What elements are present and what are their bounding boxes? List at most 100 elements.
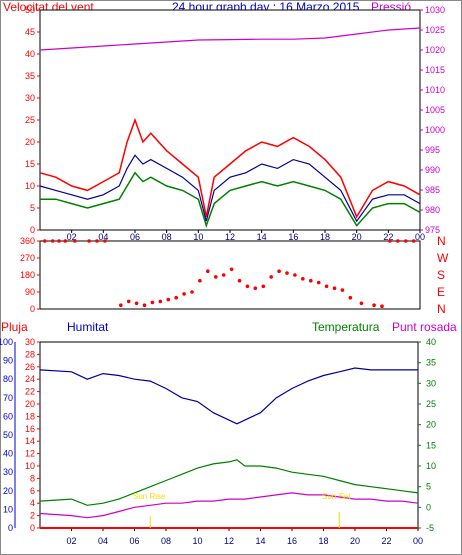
wind-direction-point <box>359 301 364 306</box>
wind-direction-point <box>103 239 107 243</box>
wind-direction-point <box>396 239 400 243</box>
temperature-tick-label: 40 <box>426 337 436 347</box>
time-tick-label: 18 <box>320 232 330 242</box>
compass-label: S <box>437 268 445 282</box>
pressure-tick-label: 980 <box>425 205 440 215</box>
time-tick-label: 18 <box>318 536 328 546</box>
wind-direction-point <box>411 239 416 243</box>
temperature-tick-label: 5 <box>426 482 431 492</box>
time-tick-label: 08 <box>161 536 171 546</box>
wind-direction-point <box>340 288 345 292</box>
time-tick-label: 22 <box>381 536 391 546</box>
humidity-ticks: 0 10 20 30 40 50 60 70 80 90 100 <box>0 337 16 533</box>
dewpoint-line <box>39 492 419 519</box>
compass-label: E <box>437 285 445 299</box>
time-tick-label: 12 <box>225 232 235 242</box>
wind-direction-point <box>57 239 61 243</box>
rain-tick-label: 8 <box>30 473 35 483</box>
compass-label: N <box>437 234 446 248</box>
wind-tick-label: 20 <box>25 137 35 147</box>
compass-label: W <box>437 251 449 265</box>
time-tick-label: 20 <box>350 536 360 546</box>
wind-direction-point <box>309 278 313 283</box>
temperature-tick-label: 25 <box>426 399 436 409</box>
wind-tick-label: 30 <box>25 93 35 103</box>
wind-direction-point <box>198 278 202 283</box>
legend-rain: Pluja <box>1 320 28 334</box>
pressure-tick-label: 975 <box>425 225 440 235</box>
wind-speed-ticks: 0 5 10 15 20 25 30 35 40 45 50 <box>25 5 40 235</box>
pressure-tick-label: 990 <box>425 165 440 175</box>
temperature-line <box>39 459 419 506</box>
pressure-tick-label: 1025 <box>425 25 445 35</box>
wind-tick-label: 35 <box>25 71 35 81</box>
wind-direction-point <box>245 284 250 289</box>
pressure-tick-label: 1005 <box>425 105 445 115</box>
time-tick-label: 02 <box>67 232 77 242</box>
wind-direction-point <box>285 271 289 275</box>
sunset-annotation: Sun Set <box>322 492 351 501</box>
wind-direction-point <box>158 299 163 304</box>
pressure-tick-label: 985 <box>425 185 440 195</box>
rain-tick-label: 28 <box>25 349 35 359</box>
wind-direction-point <box>73 239 77 243</box>
pressure-tick-label: 1000 <box>425 125 445 135</box>
time-tick-label: 20 <box>352 232 362 242</box>
wind-direction-point <box>134 301 139 306</box>
wind-direction-point <box>348 295 353 300</box>
humidity-tick-label: 50 <box>3 430 13 440</box>
wind-pressure-series <box>39 27 421 228</box>
wind-direction-point <box>332 286 337 291</box>
temperature-tick-label: 35 <box>426 358 436 368</box>
rain-tick-label: 12 <box>25 449 35 459</box>
time-tick-label: 14 <box>255 536 265 546</box>
time-tick-label: 06 <box>129 536 139 546</box>
wind-direction-point <box>150 300 155 305</box>
direction-tick-label: 270 <box>20 253 35 263</box>
wind-direction-point <box>380 304 384 309</box>
temperature-tick-label: 20 <box>426 420 436 430</box>
humidity-tick-label: 20 <box>3 486 13 496</box>
rain-tick-label: 10 <box>25 461 35 471</box>
wind-direction-point <box>316 280 321 285</box>
humidity-tick-label: 80 <box>3 374 13 384</box>
time-tick-label: 02 <box>66 536 76 546</box>
wind-direction-point <box>237 278 242 283</box>
wind-direction-point <box>50 239 55 243</box>
sunrise-annotation: Sun Rise <box>133 492 166 501</box>
wind-direction-point <box>166 297 171 302</box>
wind-direction-point <box>324 284 329 289</box>
wind-direction-point <box>142 303 147 308</box>
time-ticks-top: 02 04 06 08 10 12 14 16 18 20 22 00 <box>67 230 425 242</box>
wind-direction-point <box>119 303 123 308</box>
compass-label: N <box>437 302 446 316</box>
time-tick-label: 12 <box>224 536 234 546</box>
wind-direction-point <box>174 295 178 300</box>
legend-dewpoint: Punt rosada <box>392 320 457 334</box>
wind-direction-point <box>277 269 281 274</box>
wind-direction-point <box>87 239 91 243</box>
time-tick-label: 08 <box>162 232 172 242</box>
wind-tick-label: 50 <box>25 5 35 15</box>
humidity-tick-label: 90 <box>3 356 13 366</box>
time-tick-label: 10 <box>193 232 203 242</box>
time-tick-label: 16 <box>288 232 298 242</box>
time-tick-label: 14 <box>257 232 267 242</box>
rain-tick-label: 22 <box>25 387 35 397</box>
humidity-tick-label: 0 <box>8 523 13 533</box>
humidity-tick-label: 40 <box>3 449 13 459</box>
direction-tick-label: 360 <box>20 236 35 246</box>
rain-tick-label: 4 <box>30 498 35 508</box>
wind-direction-point <box>95 239 99 243</box>
rain-tick-label: 6 <box>30 486 35 496</box>
time-tick-label: 10 <box>192 536 202 546</box>
time-tick-label: 22 <box>383 232 393 242</box>
wind-tick-label: 10 <box>25 181 35 191</box>
pressure-tick-label: 1015 <box>425 65 445 75</box>
rain-tick-label: 20 <box>25 399 35 409</box>
temperature-tick-label: 15 <box>426 440 436 450</box>
direction-tick-label: 0 <box>30 304 35 314</box>
